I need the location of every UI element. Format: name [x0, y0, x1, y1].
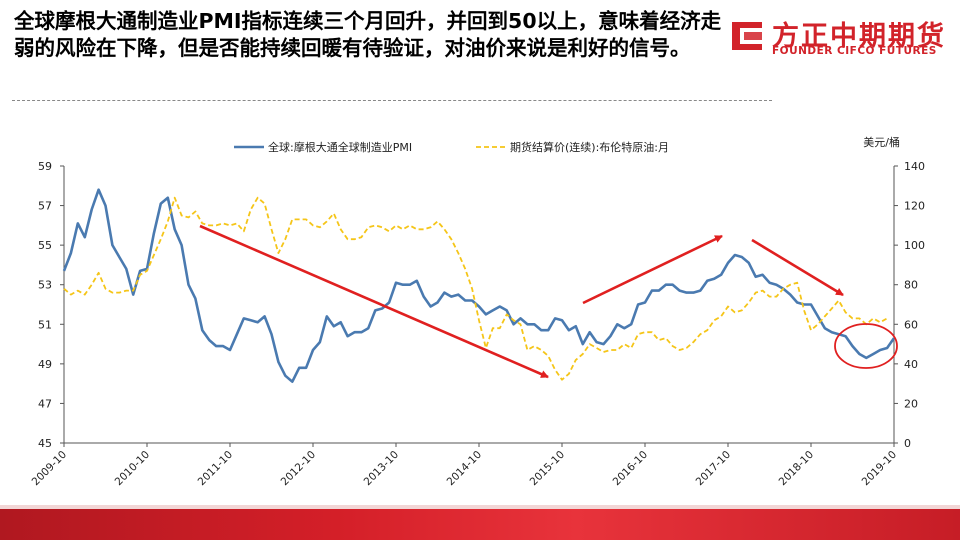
legend-brent-label: 期货结算价(连续):布伦特原油:月 — [510, 140, 669, 154]
x-tick-label: 2016-10 — [611, 449, 651, 489]
left-tick-label: 57 — [38, 200, 52, 213]
left-tick-label: 47 — [38, 397, 52, 410]
right-tick-label: 20 — [904, 397, 918, 410]
downtrend-arrow — [199, 224, 549, 379]
left-tick-label: 59 — [38, 160, 52, 173]
right-tick-label: 120 — [904, 200, 925, 213]
right-tick-label: 40 — [904, 358, 918, 371]
left-tick-label: 53 — [38, 279, 52, 292]
title-divider — [12, 100, 772, 101]
x-tick-label: 2012-10 — [279, 449, 319, 489]
logo-text-cn: 方正中期期货 — [772, 21, 946, 52]
left-tick-label: 55 — [38, 239, 52, 252]
brand-logo: 方正中期期货 FOUNDER CIFCO FUTURES — [728, 14, 950, 60]
footer-band — [0, 509, 960, 540]
right-tick-label: 140 — [904, 160, 925, 173]
logo-text-en: FOUNDER CIFCO FUTURES — [772, 45, 937, 57]
x-tick-label: 2014-10 — [445, 449, 485, 489]
right-tick-label: 60 — [904, 318, 918, 331]
right-axis-unit: 美元/桶 — [863, 135, 900, 149]
x-tick-label: 2018-10 — [777, 449, 817, 489]
left-tick-label: 49 — [38, 358, 52, 371]
chart-legend: 全球:摩根大通全球制造业PMI 期货结算价(连续):布伦特原油:月 — [234, 140, 669, 154]
chart-annotations — [199, 224, 898, 379]
x-tick-label: 2019-10 — [860, 449, 900, 489]
page-title: 全球摩根大通制造业PMI指标连续三个月回升，并回到50以上，意味着经济走弱的风险… — [14, 9, 722, 60]
legend-pmi-label: 全球:摩根大通全球制造业PMI — [268, 140, 412, 154]
x-tick-label: 2009-10 — [30, 449, 70, 489]
x-tick-label: 2013-10 — [362, 449, 402, 489]
pmi-series-line — [62, 188, 896, 384]
right-tick-label: 100 — [904, 239, 925, 252]
right-tick-label: 80 — [904, 279, 918, 292]
x-tick-label: 2015-10 — [528, 449, 568, 489]
uptrend-arrow — [582, 234, 723, 305]
left-tick-label: 51 — [38, 318, 52, 331]
logo-mark-icon — [732, 22, 762, 50]
right-tick-label: 0 — [904, 437, 911, 450]
footer-strip — [0, 505, 960, 509]
x-tick-label: 2017-10 — [694, 449, 734, 489]
left-tick-label: 45 — [38, 437, 52, 450]
recent-downtrend-arrow — [751, 238, 844, 297]
x-tick-label: 2011-10 — [196, 449, 236, 489]
recovery-highlight-circle — [834, 323, 898, 369]
brent-series-line — [63, 196, 888, 381]
x-tick-label: 2010-10 — [113, 449, 153, 489]
chart-series — [62, 188, 896, 384]
